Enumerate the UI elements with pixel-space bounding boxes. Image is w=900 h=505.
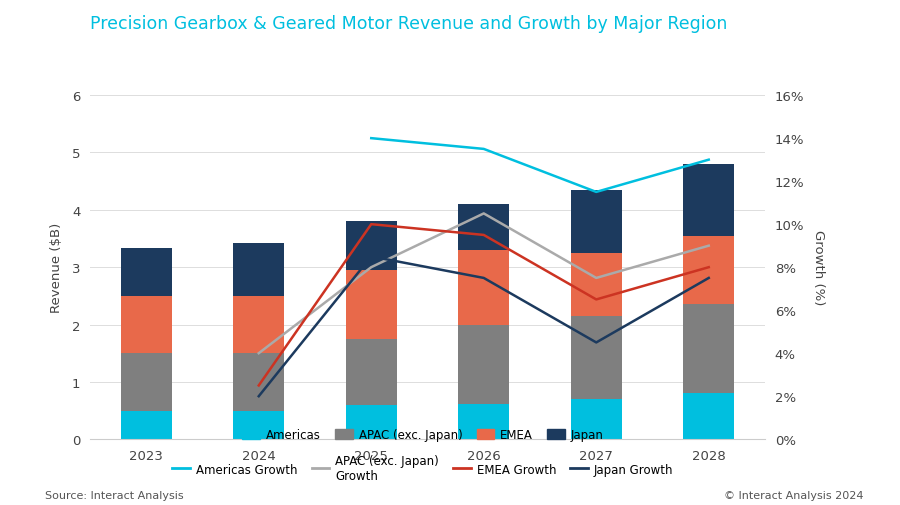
Y-axis label: Revenue ($B): Revenue ($B) [50, 223, 63, 313]
Legend: Americas, APAC (exc. Japan), EMEA, Japan: Americas, APAC (exc. Japan), EMEA, Japan [238, 424, 608, 446]
Bar [346, 405, 397, 439]
Text: Precision Gearbox & Geared Motor Revenue and Growth by Major Region: Precision Gearbox & Geared Motor Revenue… [90, 15, 727, 33]
Bar [121, 249, 172, 296]
Bar [683, 165, 734, 236]
Bar [121, 354, 172, 411]
Text: © Interact Analysis 2024: © Interact Analysis 2024 [724, 490, 864, 500]
Bar [571, 399, 622, 439]
Bar [233, 354, 284, 411]
Bar [233, 411, 284, 439]
Bar [458, 205, 509, 250]
Bar [683, 393, 734, 439]
Y-axis label: Growth (%): Growth (%) [812, 230, 825, 305]
Legend: Americas Growth, APAC (exc. Japan)
Growth, EMEA Growth, Japan Growth: Americas Growth, APAC (exc. Japan) Growt… [167, 449, 679, 486]
Bar [121, 296, 172, 354]
Bar [683, 305, 734, 393]
Bar [458, 404, 509, 439]
Bar [571, 254, 622, 316]
Bar [571, 190, 622, 254]
Bar [346, 271, 397, 339]
Bar [233, 243, 284, 296]
Text: Source: Interact Analysis: Source: Interact Analysis [45, 490, 184, 500]
Bar [346, 339, 397, 405]
Bar [571, 316, 622, 399]
Bar [233, 296, 284, 354]
Bar [458, 250, 509, 325]
Bar [346, 222, 397, 271]
Bar [121, 411, 172, 439]
Bar [458, 325, 509, 404]
Bar [683, 236, 734, 305]
